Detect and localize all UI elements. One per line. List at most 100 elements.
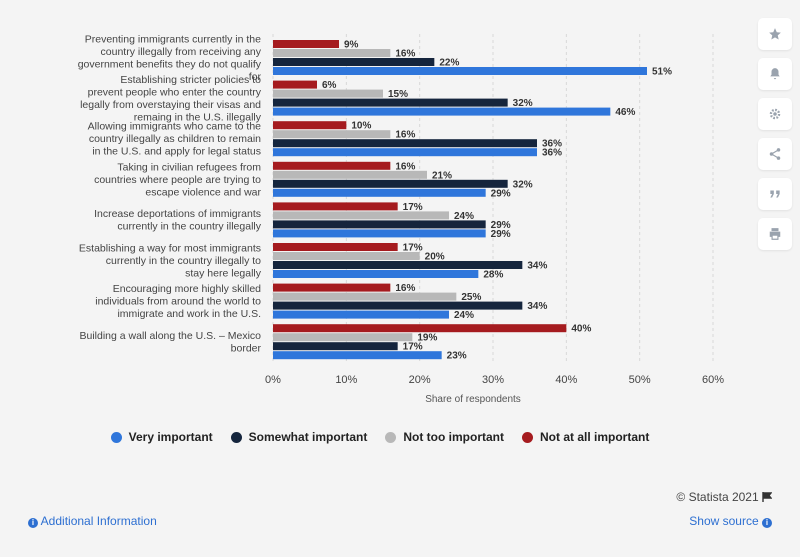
data-label: 23% [447,351,467,362]
bar[interactable] [273,40,339,48]
share-button[interactable] [758,138,792,170]
data-label: 15% [388,89,408,100]
category-label: Establishing a way for most immigrants cu… [79,243,262,280]
legend-label: Very important [128,430,213,444]
data-label: 46% [615,107,635,118]
bar[interactable] [273,58,435,66]
bar[interactable] [273,107,611,116]
legend-label: Somewhat important [248,430,368,444]
data-label: 17% [403,342,423,353]
data-label: 16% [395,161,415,172]
bar[interactable] [273,301,523,310]
favorite-button[interactable] [758,18,792,50]
data-label: 32% [513,98,533,109]
data-label: 40% [571,324,591,335]
data-label: 19% [417,333,437,344]
bar[interactable] [273,161,391,170]
flag-icon[interactable] [762,492,772,502]
info-icon: i [28,518,38,528]
print-icon [769,228,781,240]
bar[interactable] [273,220,486,229]
data-label: 29% [491,188,511,199]
star-icon [769,28,781,40]
sidebar-toolbar [758,18,792,250]
bar[interactable] [273,170,427,179]
bar[interactable] [273,243,398,251]
data-label: 17% [403,243,423,254]
bar[interactable] [273,261,523,269]
category-label: Preventing immigrants currently in the co… [78,33,262,83]
data-label: 25% [461,292,481,303]
bar[interactable] [273,342,398,351]
bar[interactable] [273,270,479,278]
additional-information-label: Additional Information [40,514,157,528]
bar[interactable] [273,252,420,260]
legend: Very important Somewhat important Not too … [0,430,760,444]
data-label: 34% [527,261,547,272]
data-label: 34% [527,301,547,312]
bar[interactable] [273,179,508,188]
data-label: 24% [454,310,474,321]
data-label: 32% [513,179,533,190]
bar[interactable] [273,202,398,211]
x-tick-label: 20% [409,374,431,386]
bar[interactable] [273,188,486,197]
bar[interactable] [273,121,347,130]
data-label: 36% [542,148,562,159]
legend-item[interactable]: Somewhat important [230,430,368,444]
bar[interactable] [273,148,537,157]
bar[interactable] [273,333,413,342]
bell-icon [770,68,780,80]
data-label: 24% [454,211,474,222]
data-label: 36% [542,139,562,150]
category-label: Taking in civilian refugees from countrie… [94,161,261,198]
data-label: 6% [322,80,337,91]
cite-button[interactable] [758,178,792,210]
legend-label: Not at all important [540,430,650,444]
bar[interactable] [273,49,391,57]
category-label: Building a wall along the U.S. – Mexico b… [79,330,261,355]
data-label: 10% [351,121,371,132]
bar[interactable] [273,229,486,238]
additional-information-link[interactable]: i Additional Information [28,514,157,528]
quote-icon [770,190,780,198]
category-label: Increase deportations of immigrants curre… [94,208,262,233]
data-label: 16% [395,283,415,294]
category-label: Establishing stricter policies to prevent… [80,74,262,124]
legend-swatch [230,431,242,443]
data-label: 29% [491,229,511,240]
data-label: 16% [395,49,415,60]
data-label: 9% [344,40,359,51]
bar[interactable] [273,351,442,360]
print-button[interactable] [758,218,792,250]
bar[interactable] [273,310,449,319]
data-label: 22% [439,58,459,69]
show-source-label: Show source [689,514,759,528]
notification-button[interactable] [758,58,792,90]
x-axis-label: Share of respondents [425,394,521,405]
copyright: © Statista 2021 [676,490,772,504]
bar[interactable] [273,292,457,301]
bar[interactable] [273,139,537,148]
data-label: 17% [403,202,423,213]
legend-item[interactable]: Not too important [385,430,504,444]
bar[interactable] [273,130,391,139]
bar[interactable] [273,80,317,89]
bar[interactable] [273,283,391,292]
data-label: 21% [432,170,452,181]
legend-item[interactable]: Very important [110,430,213,444]
legend-item[interactable]: Not at all important [522,430,649,444]
bar[interactable] [273,211,449,220]
show-source-link[interactable]: Show source i [689,514,772,528]
bar[interactable] [273,89,383,98]
x-tick-label: 50% [629,374,651,386]
bar[interactable] [273,98,508,107]
legend-swatch [522,431,534,443]
data-label: 51% [652,67,672,78]
legend-swatch [110,431,122,443]
x-tick-label: 0% [265,374,281,386]
bar[interactable] [273,324,567,333]
settings-button[interactable] [758,98,792,130]
legend-swatch [385,431,397,443]
bar[interactable] [273,67,647,75]
